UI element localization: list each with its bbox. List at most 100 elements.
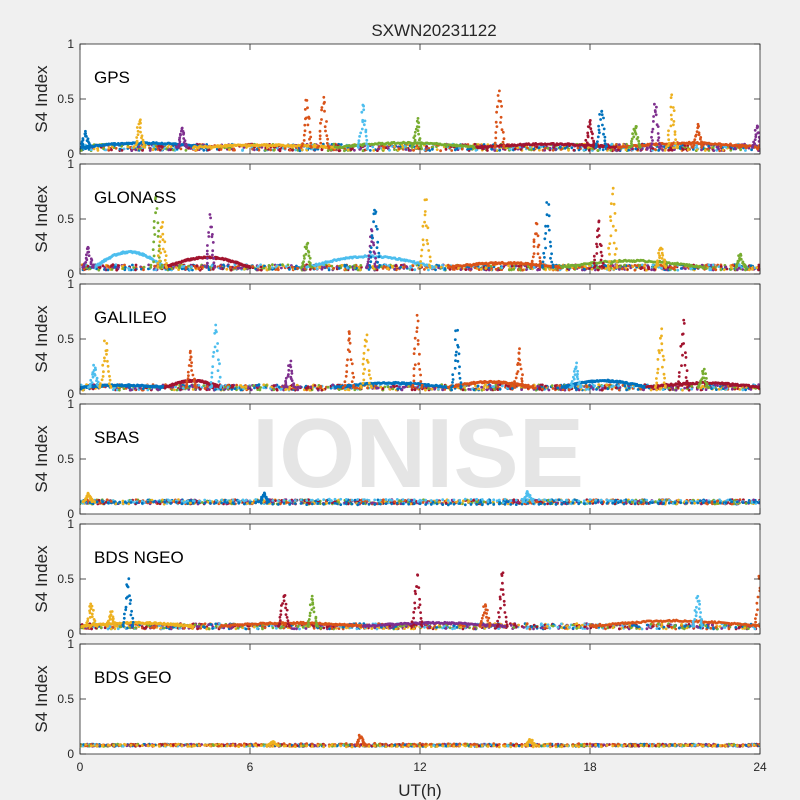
scatter-point	[308, 268, 312, 271]
scatter-point	[482, 388, 485, 391]
scatter-point	[757, 383, 760, 387]
scatter-point	[510, 268, 513, 272]
spike-point	[179, 132, 182, 136]
spike-point	[152, 240, 156, 244]
scatter-point	[315, 267, 319, 271]
scatter-point	[394, 264, 398, 268]
spike-point	[612, 202, 616, 206]
scatter-point	[479, 267, 483, 271]
spike-point	[182, 137, 186, 140]
spike-point	[532, 238, 536, 242]
scatter-point	[480, 385, 483, 389]
scatter-point	[725, 267, 729, 271]
spike-point	[419, 260, 422, 263]
spike-point	[669, 113, 673, 117]
spike-point	[667, 129, 670, 133]
spike-point	[660, 257, 664, 260]
scatter-point	[387, 264, 391, 267]
spike-point	[308, 130, 312, 134]
spike-point	[697, 133, 701, 137]
scatter-point	[361, 149, 365, 153]
spike-point	[649, 144, 653, 148]
spike-point	[320, 106, 324, 109]
scatter-point	[625, 388, 628, 392]
scatter-point	[695, 146, 698, 149]
spike-point	[212, 261, 216, 265]
scatter-point	[233, 266, 237, 270]
spike-point	[589, 127, 593, 131]
scatter-point	[142, 268, 145, 272]
spike-point	[373, 262, 377, 266]
spike-point	[320, 108, 323, 112]
scatter-point	[320, 388, 324, 392]
scatter-point	[453, 268, 456, 271]
scatter-point	[175, 266, 178, 269]
spike-point	[584, 143, 588, 147]
spike-point	[372, 220, 375, 224]
scatter-point	[379, 385, 383, 389]
scatter-point	[180, 267, 184, 271]
spike-point	[670, 93, 674, 97]
scatter-point	[96, 149, 100, 152]
scatter-point	[253, 386, 256, 390]
scatter-point	[437, 264, 441, 267]
spike-point	[302, 254, 306, 258]
spike-point	[205, 257, 209, 260]
spike-point	[426, 226, 430, 230]
scatter-point	[402, 265, 406, 269]
spike-point	[374, 210, 378, 214]
scatter-point	[404, 148, 408, 151]
scatter-point	[636, 388, 640, 391]
spike-point	[590, 136, 594, 140]
spike-point	[754, 135, 758, 139]
spike-point	[418, 138, 421, 142]
scatter-point	[210, 264, 214, 268]
spike-point	[495, 110, 498, 114]
spike-point	[501, 140, 505, 144]
spike-point	[84, 256, 88, 260]
scatter-point	[382, 265, 386, 268]
scatter-point	[337, 149, 341, 153]
spike-point	[372, 241, 375, 245]
scatter-point	[431, 147, 434, 151]
spike-point	[422, 243, 425, 247]
spike-point	[595, 252, 599, 255]
spike-point	[211, 249, 215, 253]
scatter-point	[501, 384, 504, 388]
spike-point	[650, 130, 654, 134]
spike-point	[373, 252, 377, 255]
scatter-point	[556, 268, 560, 272]
spike-point	[360, 110, 364, 114]
chart-title: SXWN20231122	[371, 21, 496, 40]
spike-point	[208, 213, 212, 216]
spike-point	[303, 257, 306, 260]
spike-point	[306, 106, 309, 110]
scatter-point	[386, 267, 390, 271]
scatter-point	[353, 148, 356, 152]
scatter-point	[327, 263, 331, 267]
scatter-point	[543, 148, 546, 152]
spike-point	[538, 259, 542, 263]
scatter-point	[670, 148, 674, 152]
spike-point	[319, 121, 322, 125]
scatter-point	[444, 148, 448, 151]
spike-point	[667, 141, 671, 145]
spike-point	[88, 146, 92, 149]
spike-point	[530, 259, 534, 263]
scatter-point	[195, 264, 199, 268]
spike-point	[530, 264, 533, 268]
spike-point	[136, 129, 140, 133]
scatter-point	[146, 388, 150, 392]
spike-point	[156, 221, 160, 225]
spike-point	[494, 120, 498, 124]
scatter-point	[498, 387, 502, 391]
spike-point	[152, 254, 156, 258]
spike-point	[595, 245, 599, 249]
scatter-point	[591, 383, 595, 387]
scatter-point	[142, 265, 146, 269]
scatter-point	[595, 388, 598, 391]
scatter-point	[567, 148, 570, 152]
spike-point	[357, 142, 360, 145]
scatter-point	[463, 388, 467, 392]
spike-point	[669, 105, 673, 109]
